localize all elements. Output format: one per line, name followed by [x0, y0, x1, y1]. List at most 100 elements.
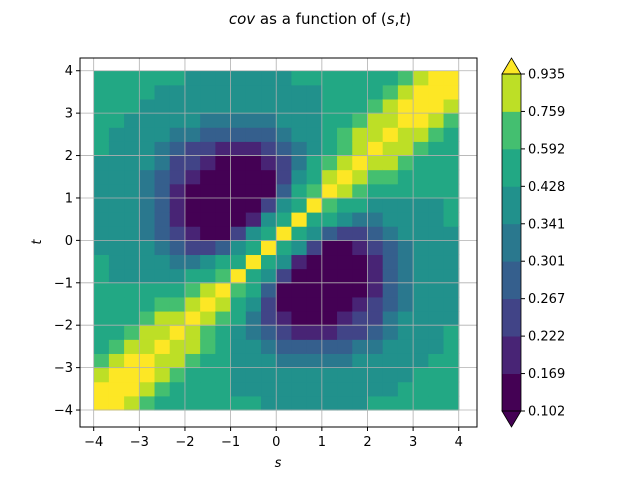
heatmap-cell	[306, 395, 323, 411]
heatmap-cell	[230, 113, 247, 128]
heatmap-cell	[230, 395, 247, 411]
heatmap-cell	[261, 99, 277, 114]
heatmap-cell	[291, 282, 308, 298]
heatmap-cell	[291, 339, 308, 354]
heatmap-cell	[108, 353, 125, 369]
chart-title: cov as a function of (s,t)	[229, 10, 411, 28]
heatmap-cell	[154, 141, 171, 157]
heatmap-cell	[428, 127, 445, 142]
heatmap-cell	[245, 296, 262, 312]
heatmap-cell	[382, 240, 399, 256]
heatmap-cell	[200, 141, 216, 157]
heatmap-cell	[321, 212, 338, 227]
colorbar-tick-label: 0.301	[528, 255, 565, 270]
heatmap-cell	[443, 325, 460, 340]
y-tick-label: 3	[65, 107, 73, 122]
grid-lines	[80, 58, 477, 427]
heatmap-cell	[337, 282, 353, 298]
heatmap-cell	[139, 169, 156, 185]
heatmap-cell	[261, 268, 277, 284]
heatmap-cell	[291, 268, 308, 284]
heatmap-cell	[261, 254, 277, 270]
heatmap-cell	[291, 367, 308, 383]
heatmap-cell	[306, 240, 323, 256]
heatmap-cell	[337, 226, 353, 241]
heatmap-cell	[139, 226, 156, 241]
heatmap-cell	[93, 254, 110, 270]
heatmap-cell	[428, 84, 445, 100]
heatmap-cell	[215, 169, 232, 185]
heatmap-cell	[93, 212, 110, 227]
colorbar-band	[502, 186, 521, 225]
heatmap-cell	[261, 84, 277, 100]
heatmap-cell	[245, 395, 262, 411]
heatmap-cell	[291, 183, 308, 199]
colorbar-tick-label: 0.267	[528, 292, 565, 307]
heatmap-cell	[108, 99, 125, 114]
heatmap-cell	[321, 113, 338, 128]
heatmap-cell	[261, 197, 277, 213]
heatmap-cell	[443, 226, 460, 241]
heatmap-cell	[200, 353, 216, 369]
heatmap-cell	[154, 240, 171, 256]
heatmap-cell	[321, 395, 338, 411]
heatmap-cell	[93, 282, 110, 298]
heatmap-cell	[139, 113, 156, 128]
heatmap-cell	[443, 367, 460, 383]
heatmap-cell	[321, 353, 338, 369]
heatmap-cell	[184, 84, 201, 100]
heatmap-cell	[276, 240, 292, 256]
heatmap-cell	[443, 127, 460, 142]
heatmap-cell	[230, 226, 247, 241]
heatmap-cell	[154, 70, 171, 86]
heatmap-cell	[367, 99, 384, 114]
heatmap-cell	[108, 268, 125, 284]
title-part-2: s	[387, 10, 395, 28]
heatmap-cell	[276, 282, 292, 298]
heatmap-cell	[184, 141, 201, 157]
heatmap-cell	[382, 268, 399, 284]
heatmap-cell	[337, 141, 353, 157]
heatmap-cell	[261, 240, 277, 256]
heatmap-cell	[428, 197, 445, 213]
heatmap-cell	[154, 127, 171, 142]
heatmap-cell	[139, 240, 156, 256]
heatmap-cell	[337, 339, 353, 354]
heatmap-cell	[169, 311, 186, 326]
heatmap-cell	[230, 141, 247, 157]
heatmap-cell	[200, 339, 216, 354]
heatmap-cell	[276, 141, 292, 157]
colorbar-tick-label: 0.935	[528, 68, 565, 83]
heatmap-cell	[428, 212, 445, 227]
heatmap-cell	[443, 197, 460, 213]
heatmap-cell	[124, 254, 140, 270]
heatmap-cell	[321, 169, 338, 185]
heatmap-cell	[139, 99, 156, 114]
heatmap-cell	[367, 353, 384, 369]
colorbar-band	[502, 111, 521, 150]
heatmap-cell	[169, 254, 186, 270]
heatmap-cell	[413, 141, 429, 157]
heatmap-cell	[245, 141, 262, 157]
heatmap-cell	[321, 282, 338, 298]
heatmap-cell	[184, 282, 201, 298]
heatmap-cell	[337, 353, 353, 369]
heatmap-cell	[337, 254, 353, 270]
heatmap-cell	[337, 381, 353, 397]
heatmap-cell	[397, 325, 414, 340]
heatmap-cell	[139, 141, 156, 157]
heatmap-cell	[200, 311, 216, 326]
heatmap-cell	[245, 367, 262, 383]
heatmap-cell	[245, 282, 262, 298]
heatmap-cell	[93, 395, 110, 411]
heatmap-cell	[139, 339, 156, 354]
heatmap-cell	[230, 381, 247, 397]
heatmap-cell	[93, 339, 110, 354]
heatmap-cell	[139, 183, 156, 199]
heatmap-cell	[413, 155, 429, 171]
heatmap-cell	[413, 183, 429, 199]
heatmap-cell	[139, 254, 156, 270]
heatmap-cell	[382, 99, 399, 114]
colorbar-band	[502, 336, 521, 374]
heatmap-cell	[382, 353, 399, 369]
